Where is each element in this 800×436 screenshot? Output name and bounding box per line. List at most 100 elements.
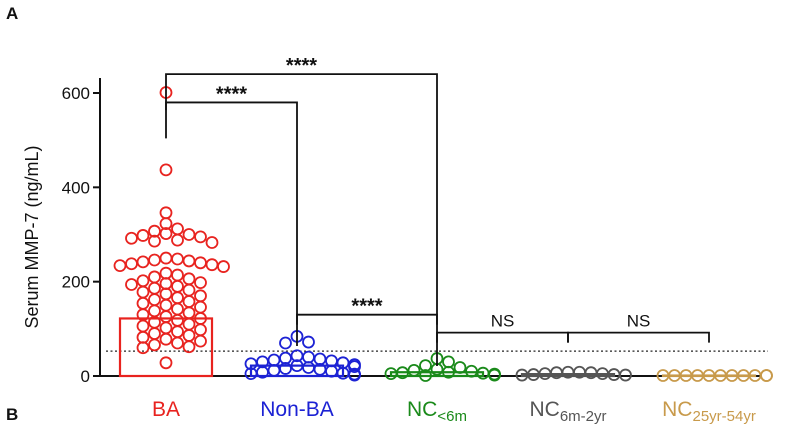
point-BA: [205, 236, 219, 249]
point-BA: [171, 279, 184, 293]
point-BA: [182, 228, 196, 241]
point-BA: [159, 251, 173, 265]
x-label-main: BA: [152, 398, 180, 421]
point-BA: [171, 291, 184, 305]
x-label-Non-BA: Non-BA: [260, 398, 334, 421]
point-BA: [159, 298, 173, 312]
bar-BA: [118, 317, 214, 378]
point-BA: [159, 277, 173, 290]
x-label-main: NC: [407, 398, 437, 421]
point-BA: [182, 272, 196, 286]
point-BA: [148, 234, 161, 248]
point-BA: [148, 281, 161, 295]
point-BA: [159, 217, 173, 231]
point-BA: [182, 306, 196, 320]
point-BA: [148, 270, 161, 284]
point-BA: [148, 253, 161, 267]
point-BA: [194, 230, 207, 244]
point-NC<6m: [419, 359, 432, 373]
x-label-BA: BA: [152, 398, 180, 421]
point-BA: [159, 287, 173, 301]
point-BA: [159, 163, 173, 177]
x-label-main: NC: [529, 398, 559, 421]
point-BA: [217, 260, 230, 273]
point-BA: [159, 266, 173, 280]
point-BA: [171, 233, 184, 247]
point-NC25yr-54yr: [656, 369, 670, 382]
point-NC6m-2yr: [515, 368, 529, 382]
point-BA: [182, 329, 196, 342]
bracket-label-4: NS: [627, 312, 651, 331]
point-NC<6m: [419, 369, 432, 382]
point-BA: [182, 283, 196, 297]
point-BA: [171, 222, 184, 236]
point-NC<6m: [407, 363, 421, 377]
y-tick-label: 600: [62, 84, 90, 103]
point-BA: [136, 229, 150, 242]
bracket-label-0: ****: [286, 55, 317, 77]
x-label-NC25yr-54yr: NC25yr-54yr: [662, 398, 756, 425]
point-BA: [182, 317, 196, 331]
point-BA: [136, 330, 150, 344]
point-BA: [194, 256, 207, 270]
point-BA: [159, 206, 173, 220]
x-label-NC<6m: NC<6m: [407, 398, 467, 425]
x-label-main: NC: [662, 398, 692, 421]
point-BA: [159, 227, 173, 240]
bars: [118, 317, 757, 378]
bracket-label-3: NS: [491, 312, 515, 331]
points: [113, 86, 773, 382]
point-BA: [136, 274, 150, 288]
y-axis-label: Serum MMP-7 (ng/mL): [22, 145, 42, 328]
point-BA: [194, 334, 207, 348]
bracket-label-2: ****: [351, 296, 382, 318]
panel-label-a: A: [6, 4, 19, 23]
point-BA: [136, 285, 150, 299]
point-BA: [171, 268, 184, 282]
point-Non-BA: [302, 350, 315, 364]
category-labels: BA Non-BA NC<6m NC6m-2yr NC25yr-54yr: [152, 398, 756, 425]
point-BA: [194, 300, 207, 314]
point-BA: [136, 341, 150, 355]
bracket-label-1: ****: [216, 83, 247, 105]
point-BA: [171, 252, 184, 266]
bracket-0: [165, 73, 438, 366]
point-BA: [148, 338, 161, 352]
point-BA: [125, 278, 138, 291]
bar-NC<6m: [389, 371, 485, 378]
point-BA: [194, 289, 207, 303]
point-Non-BA: [302, 361, 315, 374]
point-NC<6m: [442, 355, 455, 369]
point-BA: [125, 257, 138, 271]
point-BA: [113, 259, 127, 273]
point-NC<6m: [442, 365, 455, 379]
point-BA: [171, 336, 184, 350]
point-BA: [159, 332, 173, 346]
point-Non-BA: [279, 336, 292, 350]
point-NC25yr-54yr: [760, 369, 773, 382]
point-Non-BA: [313, 352, 327, 366]
x-label-sub: <6m: [437, 408, 467, 425]
point-NC<6m: [453, 361, 467, 374]
x-label-main: Non-BA: [260, 398, 334, 421]
point-NC<6m: [384, 367, 398, 381]
point-Non-BA: [267, 353, 281, 367]
point-BA: [159, 310, 173, 323]
point-BA: [148, 327, 161, 340]
point-Non-BA: [302, 335, 315, 349]
point-BA: [205, 258, 219, 272]
x-label-sub: 6m-2yr: [560, 408, 607, 425]
point-BA: [182, 254, 196, 268]
y-tick-label: 400: [62, 178, 90, 197]
point-NC6m-2yr: [619, 368, 632, 382]
point-BA: [148, 304, 161, 318]
x-label-NC6m-2yr: NC6m-2yr: [529, 398, 606, 425]
point-BA: [148, 293, 161, 306]
point-BA: [125, 231, 138, 245]
bar-NC6m-2yr: [520, 373, 616, 378]
bar-Non-BA: [249, 364, 345, 378]
point-Non-BA: [348, 360, 361, 373]
bracket-3: [436, 331, 569, 343]
point-Non-BA: [348, 368, 361, 382]
